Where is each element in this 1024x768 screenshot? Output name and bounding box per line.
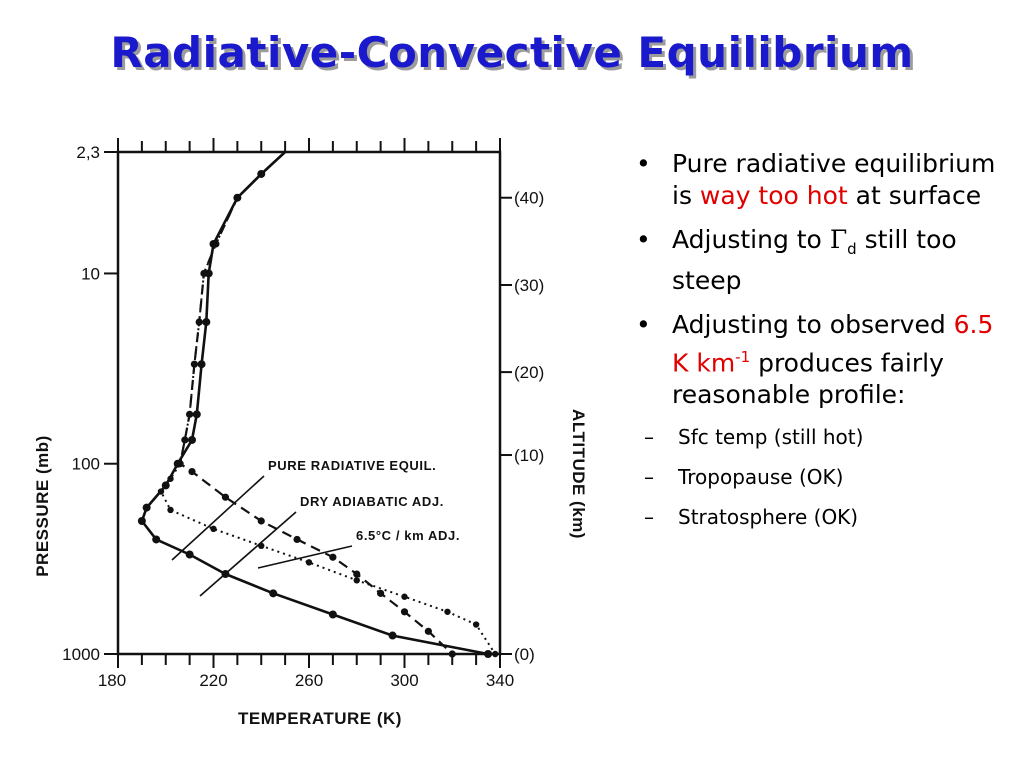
slide-title: Radiative-Convective Equilibrium — [110, 28, 914, 77]
series-3-point — [400, 608, 409, 616]
series-1-point — [192, 410, 201, 419]
series-3-point — [448, 650, 456, 658]
x-tick-label: 220 — [199, 671, 227, 690]
bullet-2-tail: still too steep — [672, 225, 957, 295]
chart-series — [137, 151, 499, 658]
series-3-point — [195, 318, 203, 326]
annotation-label: DRY ADIABATIC ADJ. — [300, 494, 444, 509]
series-line-2 — [160, 151, 497, 655]
series-3-point — [190, 360, 198, 368]
series-2-point — [167, 506, 174, 514]
bullet-3-superscript: -1 — [735, 348, 751, 366]
series-2-point — [472, 621, 480, 628]
series-1-point — [188, 435, 197, 444]
y-tick-label: 2,3 — [76, 143, 100, 162]
series-1-point — [185, 550, 194, 559]
chart-ticks: 180 220 260 300 340 2,3 10 100 1000 (40) (30) (20) (… — [62, 138, 544, 690]
series-3-point — [377, 589, 385, 597]
series-2-point — [305, 559, 313, 566]
plot-frame — [116, 150, 502, 656]
bullet-list: Pure radiative equilibrium is way too ho… — [632, 148, 1012, 549]
bullet-2-text: Adjusting to — [672, 225, 830, 254]
sub-bullet-sfc-temp: Sfc temp (still hot) — [632, 417, 1012, 457]
series-2-point — [353, 577, 360, 584]
series-3-point — [353, 570, 361, 578]
bullet-3-text: Adjusting to observed — [672, 310, 954, 339]
series-3-point — [181, 436, 189, 444]
y-tick-label: 1000 — [62, 645, 100, 664]
sub-bullet-stratosphere: Stratosphere (OK) — [632, 497, 1012, 537]
alt-tick-label: (30) — [514, 276, 544, 295]
series-2-point — [401, 593, 408, 600]
annotation-label: 6.5°C / km ADJ. — [356, 528, 460, 543]
bullet-pure-radiative: Pure radiative equilibrium is way too ho… — [632, 148, 1012, 212]
series-3-point — [329, 553, 337, 561]
chart-annotations: PURE RADIATIVE EQUIL. DRY ADIABATIC ADJ. 6… — [171, 458, 460, 597]
bullet-1-highlight: way too hot — [699, 181, 848, 210]
alt-tick-label: (0) — [514, 645, 535, 664]
series-2-point — [210, 525, 217, 533]
series-3-point — [233, 194, 241, 202]
series-1-point — [142, 503, 151, 512]
series-1-point — [269, 589, 278, 598]
series-1-point — [388, 631, 397, 640]
x-axis-title: TEMPERATURE (K) — [238, 709, 402, 728]
series-3-point — [424, 627, 432, 635]
alt-tick-label: (10) — [514, 446, 544, 465]
series-3-point — [176, 460, 184, 468]
bullet-1-text: Pure radiative equilibrium is — [672, 149, 996, 210]
y-tick-label: 100 — [72, 455, 100, 474]
alt-tick-label: (20) — [514, 363, 544, 382]
series-2-point — [444, 608, 451, 615]
x-tick-label: 180 — [98, 671, 126, 690]
series-3-point — [212, 240, 220, 248]
bullet-dry-adiabatic: Adjusting to Γd still too steep — [632, 224, 1012, 297]
bullet-1-tail: at surface — [847, 181, 982, 210]
alt-tick-label: (40) — [514, 189, 544, 208]
series-1-point — [197, 360, 206, 369]
annotation-leader — [199, 511, 297, 597]
series-3-point — [186, 410, 194, 418]
series-3-point — [188, 467, 196, 476]
sub-bullet-list: Sfc temp (still hot) Tropopause (OK) Str… — [644, 417, 1012, 537]
rce-chart: 180 220 260 300 340 2,3 10 100 1000 (40) (30) (20) (… — [33, 138, 588, 728]
series-3-point — [257, 517, 265, 525]
series-3-point — [293, 535, 301, 544]
gamma-symbol: Γ — [829, 225, 848, 254]
gamma-subscript: d — [847, 240, 857, 258]
x-tick-label: 340 — [486, 671, 514, 690]
series-1-point — [328, 610, 337, 619]
annotation-leader — [171, 475, 265, 561]
series-1-point — [152, 535, 161, 544]
y2-axis-title: ALTITUDE (km) — [569, 409, 588, 539]
series-3-point — [221, 493, 230, 501]
series-line-1 — [140, 151, 489, 656]
bullet-3-tail: produces fairly reasonable profile: — [672, 348, 944, 410]
y-tick-label: 10 — [81, 264, 100, 283]
series-2-point — [492, 650, 499, 658]
annotation-label: PURE RADIATIVE EQUIL. — [268, 458, 436, 473]
series-2-point — [167, 475, 174, 482]
series-2-point — [157, 488, 165, 495]
bullet-observed-lapse: Adjusting to observed 6.5 K km-1 produce… — [632, 309, 1012, 537]
sub-bullet-tropopause: Tropopause (OK) — [632, 457, 1012, 497]
annotation-leader — [257, 545, 353, 569]
series-1-point — [202, 318, 211, 327]
series-3-point — [200, 269, 208, 278]
series-3-point — [257, 170, 265, 178]
y-axis-title: PRESSURE (mb) — [33, 435, 52, 577]
bullet-3-highlight: 6.5 K km — [672, 310, 994, 378]
chart-axes — [116, 150, 502, 656]
x-tick-label: 260 — [295, 671, 323, 690]
series-1-point — [137, 517, 146, 526]
x-tick-label: 300 — [390, 671, 418, 690]
series-1-point — [484, 650, 493, 658]
